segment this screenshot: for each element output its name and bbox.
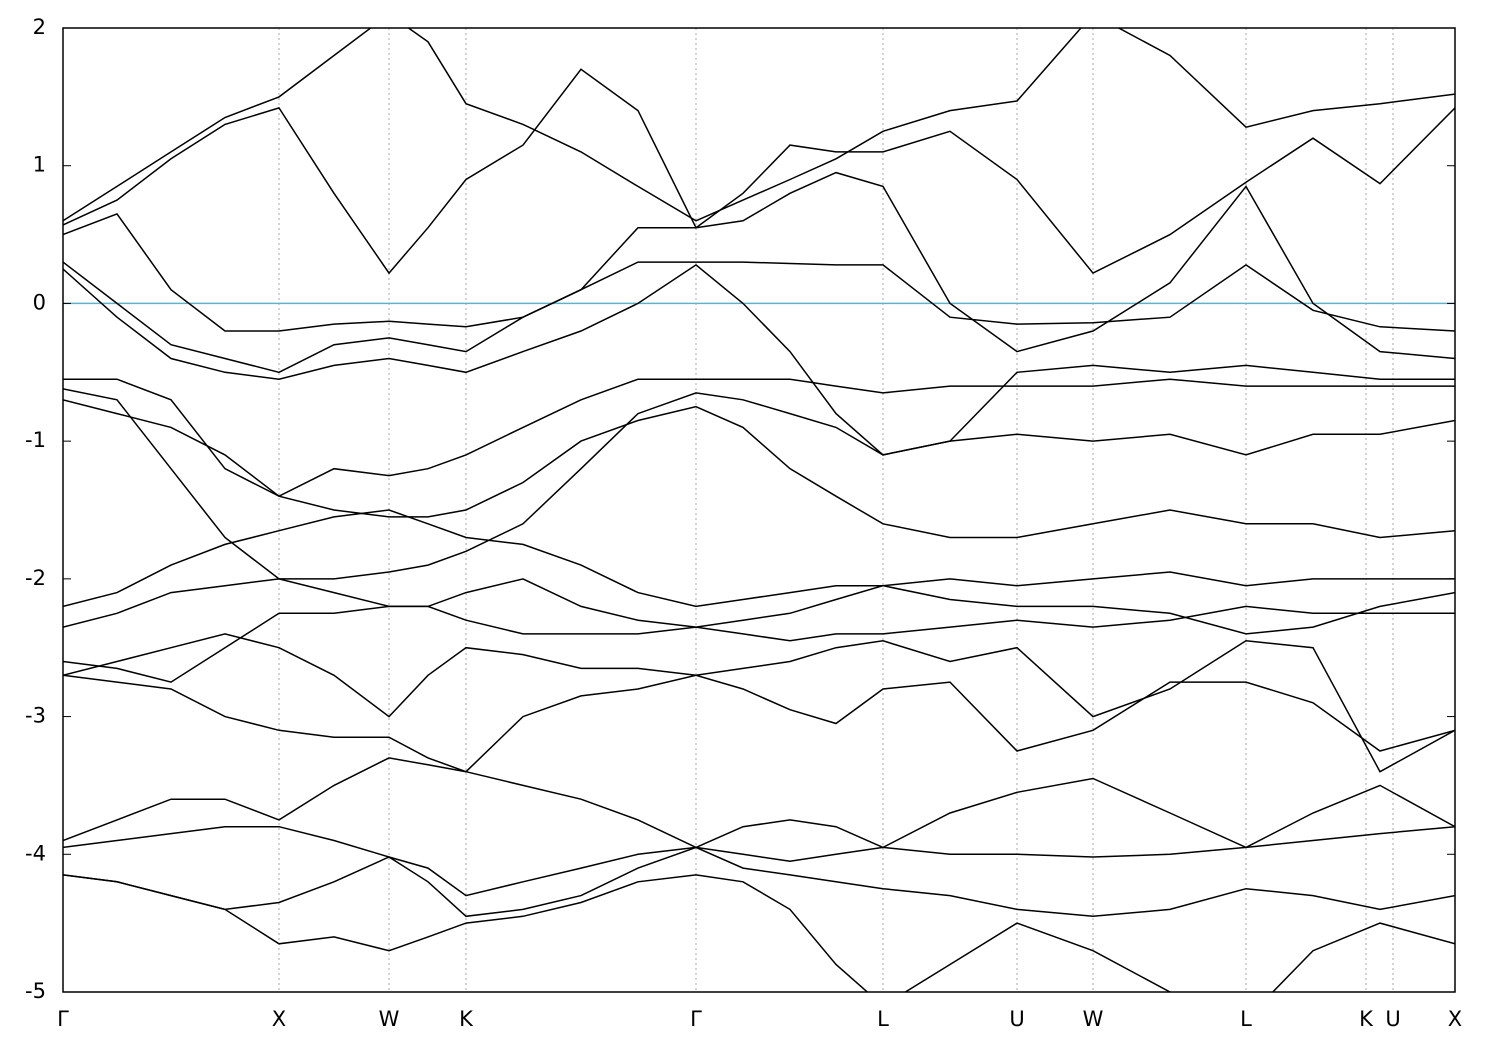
y-tick-label: -1 — [25, 428, 46, 452]
band-line — [63, 846, 1455, 918]
x-tick-label: U — [1385, 1007, 1400, 1031]
band-line — [63, 263, 1455, 456]
band-line — [63, 874, 1455, 992]
band-line — [63, 28, 1455, 222]
band-line — [63, 212, 1455, 332]
x-tick-label: W — [1083, 1007, 1104, 1031]
band-line — [63, 633, 1455, 773]
x-tick-label: Γ — [57, 1007, 69, 1031]
plot-frame — [62, 27, 1456, 993]
x-tick-label: L — [877, 1007, 889, 1031]
grid — [62, 28, 1456, 992]
y-tick-label: -5 — [25, 979, 46, 1003]
x-tick-label: K — [1359, 1007, 1374, 1031]
x-tick-label: Γ — [690, 1007, 702, 1031]
band-line — [63, 171, 1455, 374]
x-tick-label: X — [272, 1007, 286, 1031]
y-tick-label: 1 — [33, 153, 46, 177]
y-tick-label: 2 — [33, 15, 46, 39]
y-tick-label: -3 — [25, 704, 46, 728]
band-line — [63, 509, 1455, 608]
x-tick-label: W — [379, 1007, 400, 1031]
y-tick-label: -4 — [25, 841, 46, 865]
x-tick-label: K — [459, 1007, 474, 1031]
x-tick-label: U — [1009, 1007, 1024, 1031]
band-line — [63, 605, 1455, 683]
band-line — [63, 399, 1455, 539]
x-tick-label: X — [1448, 1007, 1462, 1031]
y-tick-label: 0 — [33, 290, 46, 314]
plot-area — [63, 28, 1455, 992]
y-tick-label: -2 — [25, 566, 46, 590]
x-tick-label: L — [1240, 1007, 1252, 1031]
